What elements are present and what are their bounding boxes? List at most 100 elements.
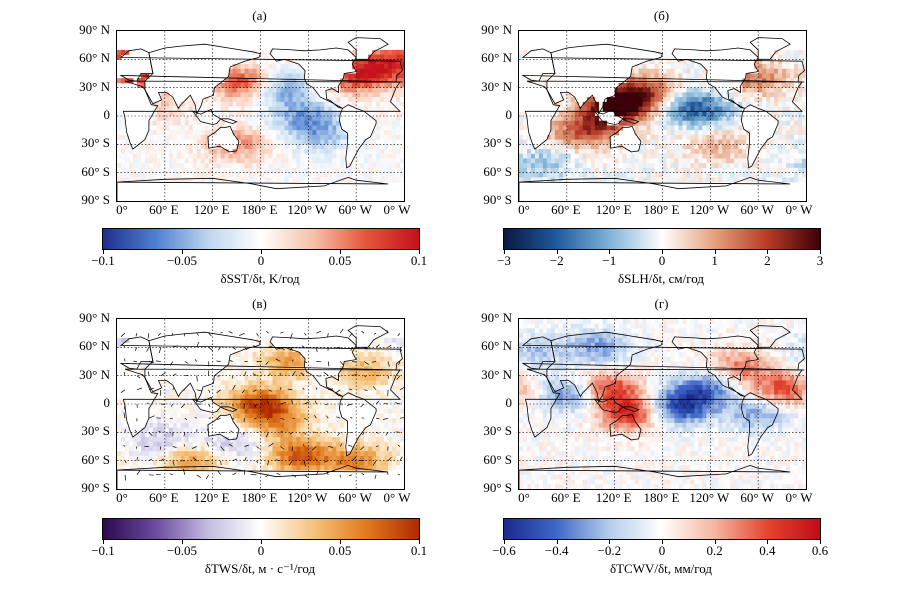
heat-cell xyxy=(352,82,357,89)
heat-cell xyxy=(400,125,404,131)
heat-cell xyxy=(368,149,373,155)
heat-cell xyxy=(348,82,353,89)
colorbar-tick-label: −2 xyxy=(549,253,564,268)
heat-cell xyxy=(698,87,703,93)
heat-cell xyxy=(336,144,341,150)
wind-arrow xyxy=(206,442,210,447)
heat-cell xyxy=(332,422,337,429)
heat-cell xyxy=(384,101,389,107)
heat-cell xyxy=(196,153,202,159)
heat-cell xyxy=(758,64,763,70)
heat-cell xyxy=(308,134,313,141)
heat-cell xyxy=(392,418,397,424)
heat-cell xyxy=(148,422,154,429)
heat-cell xyxy=(368,451,373,457)
heat-cell xyxy=(236,73,241,79)
heat-cell xyxy=(650,101,655,107)
heat-cell xyxy=(722,328,727,334)
heat-cell xyxy=(184,177,190,183)
heat-cell xyxy=(396,78,401,84)
heat-cell xyxy=(304,422,309,429)
heat-cell xyxy=(574,323,580,329)
heat-cell xyxy=(296,134,301,141)
wind-arrow xyxy=(394,402,401,405)
wind-arrow xyxy=(364,389,368,391)
heat-cell xyxy=(750,73,755,79)
heat-cell xyxy=(296,120,301,126)
heat-cell xyxy=(519,120,524,126)
heat-cell xyxy=(614,92,620,98)
heat-cell xyxy=(582,323,588,329)
heat-cell xyxy=(690,153,695,159)
wind-arrow xyxy=(184,347,188,351)
heat-cell xyxy=(264,82,269,89)
heat-cell xyxy=(372,130,377,136)
heat-cell xyxy=(224,92,230,98)
heat-cell xyxy=(674,323,679,329)
heat-cell xyxy=(590,130,596,136)
heat-cell xyxy=(136,460,142,466)
heat-cell xyxy=(284,73,289,79)
heat-cell xyxy=(236,87,241,93)
heat-cell xyxy=(682,92,687,98)
heat-cell xyxy=(292,82,297,89)
heat-cell xyxy=(722,319,727,325)
heat-cell xyxy=(244,139,249,145)
heat-cell xyxy=(726,116,731,122)
heat-cell xyxy=(388,64,393,70)
heat-cell xyxy=(172,167,178,174)
heat-cell xyxy=(192,116,198,122)
heat-cell xyxy=(786,172,791,178)
heat-cell xyxy=(662,158,667,164)
heat-cell xyxy=(292,418,297,424)
heat-cell xyxy=(658,323,663,329)
heat-cell xyxy=(352,389,357,395)
heat-cell xyxy=(304,120,309,126)
heat-cell xyxy=(392,59,397,65)
heat-cell xyxy=(216,441,222,447)
heat-cell xyxy=(276,125,281,131)
heat-cell xyxy=(392,92,397,98)
heat-cell xyxy=(670,167,675,174)
heat-cell xyxy=(268,394,273,400)
heat-cell xyxy=(706,106,711,112)
heat-cell xyxy=(316,158,321,164)
heat-cell xyxy=(778,153,783,159)
heat-cell xyxy=(670,78,675,84)
heat-cell xyxy=(296,427,301,433)
heat-cell xyxy=(602,139,608,145)
heat-cell xyxy=(614,333,620,339)
longitude-label: 60° W xyxy=(338,202,372,217)
heat-cell xyxy=(706,158,711,164)
heat-cell xyxy=(376,460,381,466)
heat-cell xyxy=(682,172,687,178)
heat-cell xyxy=(774,139,779,145)
heat-cell xyxy=(276,446,281,452)
heat-cell xyxy=(706,328,711,334)
heat-cell xyxy=(192,465,198,471)
heat-cell xyxy=(320,399,325,405)
heat-cell xyxy=(698,68,703,74)
wind-arrow xyxy=(328,446,333,448)
heat-cell xyxy=(316,394,321,400)
heat-cell xyxy=(634,68,639,74)
heat-cell xyxy=(168,111,174,117)
heat-cell xyxy=(224,370,230,377)
heat-cell xyxy=(244,413,249,419)
heat-cell xyxy=(172,394,178,400)
heat-cell xyxy=(368,87,373,93)
heat-cell xyxy=(730,120,735,126)
heat-cell xyxy=(236,130,241,136)
heat-cell xyxy=(352,352,357,358)
heat-cell xyxy=(117,78,122,84)
heat-cell xyxy=(152,134,158,141)
heat-cell xyxy=(268,432,273,438)
heat-cell xyxy=(268,158,273,164)
heat-cell xyxy=(264,337,269,344)
heat-cell xyxy=(774,134,779,141)
heat-cell xyxy=(340,380,345,386)
heat-cell xyxy=(642,323,647,329)
heat-cell xyxy=(160,149,166,155)
heat-cell xyxy=(372,163,377,169)
heat-cell xyxy=(348,172,353,178)
